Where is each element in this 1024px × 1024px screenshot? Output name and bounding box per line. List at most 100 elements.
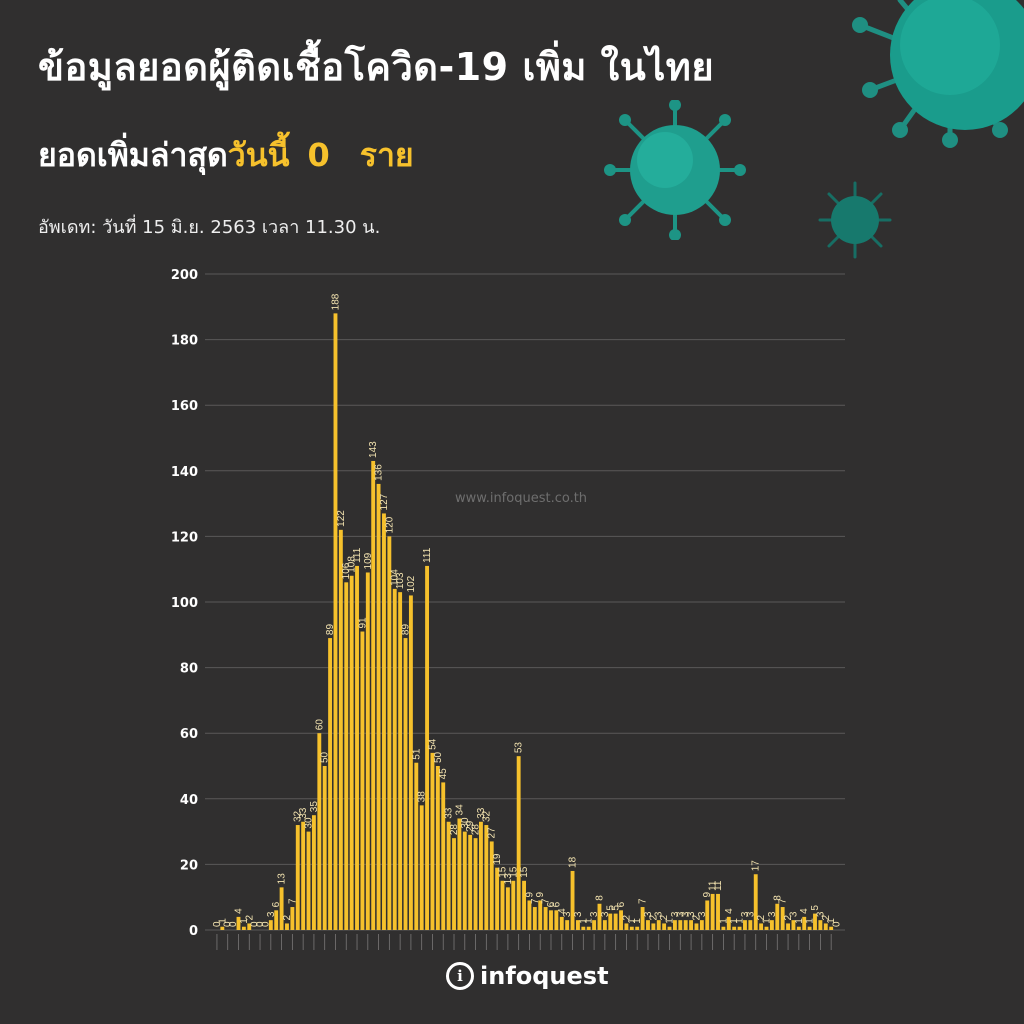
data-label: 1	[718, 918, 729, 924]
virus-icon	[852, 0, 1024, 148]
bar	[813, 913, 817, 930]
data-label: 3	[697, 911, 708, 917]
data-label: 89	[325, 624, 336, 636]
bar	[699, 920, 704, 930]
y-tick-label: 160	[171, 399, 198, 414]
data-label: 3	[686, 911, 697, 917]
bar	[462, 831, 467, 930]
bar	[403, 638, 408, 930]
bar	[592, 920, 597, 930]
bar	[662, 923, 667, 930]
data-label: 1	[729, 918, 740, 924]
bar	[516, 756, 521, 930]
data-label: 33	[476, 807, 487, 819]
data-label: 1	[665, 918, 676, 924]
bar	[452, 838, 456, 930]
bar	[495, 867, 500, 930]
bar	[328, 638, 333, 930]
y-tick-label: 40	[180, 793, 198, 808]
bar	[646, 920, 650, 930]
data-label: 120	[384, 516, 395, 533]
data-label: 0	[228, 921, 239, 927]
y-tick-label: 100	[171, 596, 198, 611]
bar	[769, 920, 774, 930]
bar	[355, 565, 359, 930]
bar	[527, 900, 532, 930]
data-label: 3	[670, 911, 681, 917]
data-label: 32	[293, 810, 304, 822]
data-label: 91	[357, 617, 368, 629]
bar	[511, 880, 516, 930]
data-label: 3	[654, 911, 665, 917]
data-label: 1	[826, 918, 837, 924]
data-label: 18	[568, 856, 579, 868]
data-label: 17	[751, 860, 762, 872]
data-label: 1	[584, 918, 595, 924]
data-label: 6	[271, 901, 282, 907]
bar	[306, 831, 311, 930]
data-label: 103	[395, 572, 406, 589]
bar	[279, 887, 284, 930]
data-label: 3	[562, 911, 573, 917]
data-label: 19	[492, 853, 503, 865]
bar	[581, 926, 586, 930]
chart-data-labels: 0100412000361327323330356050891881221061…	[212, 293, 843, 927]
data-label: 27	[487, 827, 498, 839]
y-tick-label: 180	[171, 334, 198, 349]
page-title: ข้อมูลยอดผู้ติดเชื้อโควิด-19 เพิ่ม ในไทย	[38, 45, 715, 89]
data-label: 28	[449, 824, 460, 836]
data-label: 4	[724, 908, 735, 914]
bar	[479, 821, 483, 930]
data-label: 1	[627, 918, 638, 924]
bar	[484, 825, 489, 930]
bar	[559, 916, 564, 930]
bar	[268, 920, 273, 930]
data-label: 0	[223, 921, 234, 927]
bar	[489, 841, 494, 930]
data-label: 2	[691, 914, 702, 920]
data-label: 2	[648, 914, 659, 920]
today-value: 0	[307, 136, 330, 174]
bar	[338, 529, 343, 930]
data-label: 38	[417, 791, 428, 803]
data-label: 6	[616, 901, 627, 907]
bar	[430, 752, 435, 930]
data-label: 7	[778, 898, 789, 904]
logo-text: infoquest	[480, 962, 609, 990]
chart-bars	[220, 313, 834, 930]
data-label: 5	[810, 905, 821, 911]
bar	[301, 821, 306, 930]
bar	[425, 565, 430, 930]
data-label: 104	[390, 569, 401, 586]
data-label: 9	[535, 891, 546, 897]
data-label: 1	[217, 918, 228, 924]
data-label: 7	[287, 898, 298, 904]
data-label: 106	[341, 562, 352, 579]
data-label: 2	[282, 914, 293, 920]
bar	[446, 821, 451, 930]
data-label: 30	[460, 817, 471, 829]
data-label: 3	[589, 911, 600, 917]
data-label: 6	[551, 901, 562, 907]
data-label: 3	[573, 911, 584, 917]
data-label: 7	[541, 898, 552, 904]
data-label: 8	[772, 895, 783, 901]
data-label: 3	[643, 911, 654, 917]
data-label: 11	[708, 880, 719, 891]
data-label: 111	[422, 547, 433, 563]
y-tick-label: 120	[171, 530, 198, 545]
data-label: 60	[314, 719, 325, 731]
data-label: 1	[762, 918, 773, 924]
data-label: 3	[788, 911, 799, 917]
data-label: 4	[233, 908, 244, 914]
data-label: 108	[347, 556, 358, 573]
data-label: 1	[805, 918, 816, 924]
bar	[295, 825, 300, 930]
bar	[538, 900, 543, 930]
bar	[371, 460, 376, 930]
y-tick-label: 140	[171, 465, 198, 480]
bar	[759, 923, 764, 930]
bar	[500, 880, 505, 930]
data-label: 11	[713, 880, 724, 891]
bar	[694, 923, 699, 930]
